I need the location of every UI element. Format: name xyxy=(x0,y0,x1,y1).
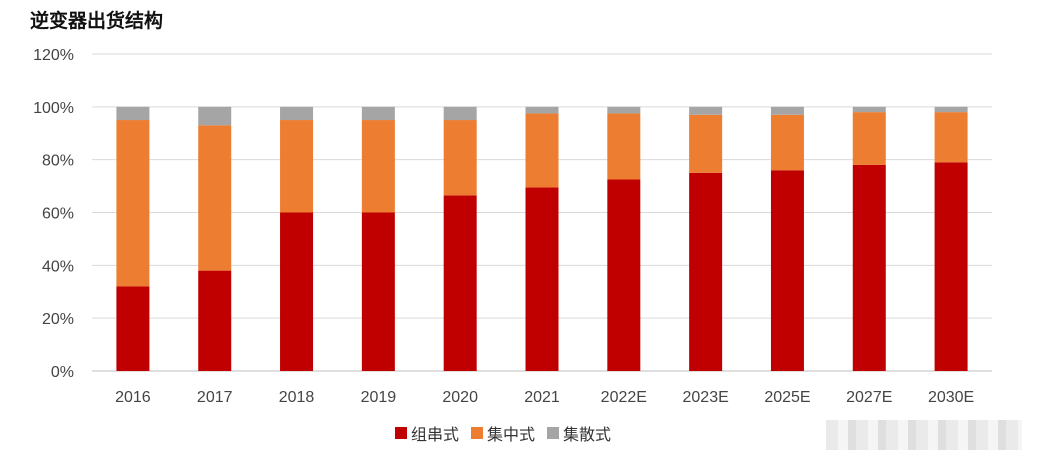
blurred-watermark xyxy=(826,420,1022,450)
legend-swatch-string xyxy=(395,427,407,439)
bar-segment-string xyxy=(770,170,804,371)
bar-segment-central xyxy=(770,114,804,171)
bar-segment-distributed xyxy=(852,106,886,113)
bar-segment-distributed xyxy=(607,106,641,114)
x-tick-label: 2025E xyxy=(764,389,810,406)
x-tick-label: 2018 xyxy=(279,389,315,406)
bar-segment-string xyxy=(361,212,395,371)
bar-segment-central xyxy=(198,125,232,271)
x-tick-label: 2027E xyxy=(846,389,892,406)
bar-segment-string xyxy=(934,162,968,371)
legend-label-distributed: 集散式 xyxy=(563,425,612,444)
bar-segment-string xyxy=(443,195,477,371)
bar-segment-central xyxy=(361,120,395,213)
x-tick-label: 2017 xyxy=(197,389,233,406)
y-tick-label: 40% xyxy=(42,258,74,275)
bar-segment-central xyxy=(689,114,723,173)
bar-segment-central xyxy=(280,120,314,213)
chart-title: 逆变器出货结构 xyxy=(30,10,164,32)
bar-segment-distributed xyxy=(525,106,559,114)
bar-segment-central xyxy=(607,113,641,180)
bar-segment-central xyxy=(116,120,150,287)
bar-segment-central xyxy=(525,113,559,188)
y-tick-label: 0% xyxy=(51,364,74,381)
bar-segment-central xyxy=(934,112,968,163)
bar-segment-string xyxy=(607,179,641,371)
y-tick-label: 20% xyxy=(42,311,74,328)
x-tick-label: 2016 xyxy=(115,389,151,406)
bar-segment-string xyxy=(525,187,559,371)
x-tick-label: 2030E xyxy=(928,389,974,406)
bar-segment-string xyxy=(280,212,314,371)
legend-label-string: 组串式 xyxy=(411,425,460,444)
bar-segment-distributed xyxy=(443,106,477,121)
legend-swatch-central xyxy=(471,427,484,439)
x-tick-label: 2022E xyxy=(601,389,647,406)
chart-legend: 组串式 集中式 集散式 xyxy=(395,421,611,445)
legend-swatch-distributed xyxy=(547,427,560,439)
bar-segment-central xyxy=(852,112,886,165)
bar-segment-distributed xyxy=(934,106,968,113)
y-tick-label: 100% xyxy=(33,100,74,117)
x-tick-label: 2020 xyxy=(442,389,478,406)
x-tick-label: 2023E xyxy=(683,389,729,406)
bar-segment-string xyxy=(198,270,232,371)
bar-segment-distributed xyxy=(361,106,395,121)
legend-label-central: 集中式 xyxy=(487,425,536,444)
bar-segment-string xyxy=(689,172,723,371)
bar-segment-string xyxy=(116,286,150,371)
bar-segment-central xyxy=(443,120,477,196)
y-tick-label: 60% xyxy=(42,206,74,223)
y-tick-label: 120% xyxy=(33,47,74,64)
bar-segment-distributed xyxy=(280,106,314,121)
legend-item-distributed: 集散式 xyxy=(547,421,611,445)
bar-segment-distributed xyxy=(770,106,804,115)
bar-segment-distributed xyxy=(689,106,723,115)
bar-segment-distributed xyxy=(198,106,232,126)
legend-item-central: 集中式 xyxy=(471,421,535,445)
y-tick-label: 80% xyxy=(42,153,74,170)
x-tick-label: 2021 xyxy=(524,389,560,406)
bar-segment-distributed xyxy=(116,106,150,121)
legend-item-string: 组串式 xyxy=(395,421,459,445)
x-tick-label: 2019 xyxy=(361,389,397,406)
stacked-bar-chart: 0% 20% 40% 60% 80% 100% 120% 2016 2017 2018 2019 20… xyxy=(33,47,992,406)
bar-segment-string xyxy=(852,164,886,371)
